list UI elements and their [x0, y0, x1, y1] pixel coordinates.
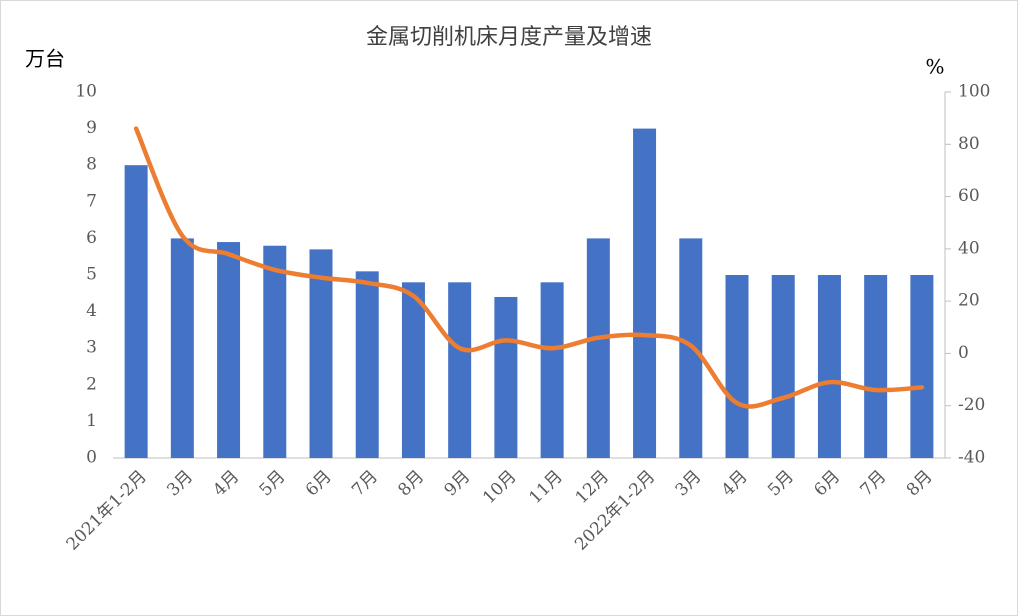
- y-tick-label: 8: [86, 155, 97, 175]
- bar: [309, 249, 333, 458]
- bar: [540, 282, 564, 458]
- y2-tick-label: 60: [958, 186, 980, 206]
- y2-tick-label: -20: [958, 395, 985, 415]
- bar: [217, 242, 241, 458]
- bar: [494, 296, 518, 458]
- y-tick-label: 7: [86, 191, 97, 211]
- bar: [401, 282, 425, 458]
- y2-tick-label: 100: [958, 82, 990, 102]
- y-tick-label: 9: [86, 118, 97, 138]
- y-tick-label: 6: [86, 228, 97, 248]
- y2-tick-label: 20: [958, 291, 980, 311]
- bar: [448, 282, 472, 458]
- y2-tick-label: 80: [958, 134, 980, 154]
- y-tick-label: 1: [86, 411, 97, 431]
- y-tick-label: 3: [86, 338, 97, 358]
- bar: [355, 271, 379, 458]
- bar: [124, 165, 148, 458]
- y2-tick-label: 40: [958, 238, 980, 258]
- line-series: [133, 126, 925, 409]
- y2-tick-label: -40: [958, 448, 985, 468]
- bar: [817, 275, 841, 458]
- y2-axis-unit: %: [925, 55, 944, 79]
- y-tick-label: 2: [86, 374, 97, 394]
- y-tick-label: 4: [86, 301, 97, 321]
- bar: [633, 128, 657, 458]
- bar: [771, 275, 795, 458]
- bar: [170, 238, 194, 458]
- bar: [725, 275, 749, 458]
- y-tick-label: 0: [86, 448, 97, 468]
- bar: [864, 275, 888, 458]
- y-tick-label: 5: [86, 265, 97, 285]
- bar: [263, 245, 287, 458]
- y2-tick-label: 0: [958, 343, 969, 363]
- y-tick-label: 10: [75, 82, 97, 102]
- bar: [910, 275, 934, 458]
- y-axis-unit: 万台: [25, 47, 65, 71]
- bar: [586, 238, 610, 458]
- chart-title: 金属切削机床月度产量及增速: [366, 25, 652, 50]
